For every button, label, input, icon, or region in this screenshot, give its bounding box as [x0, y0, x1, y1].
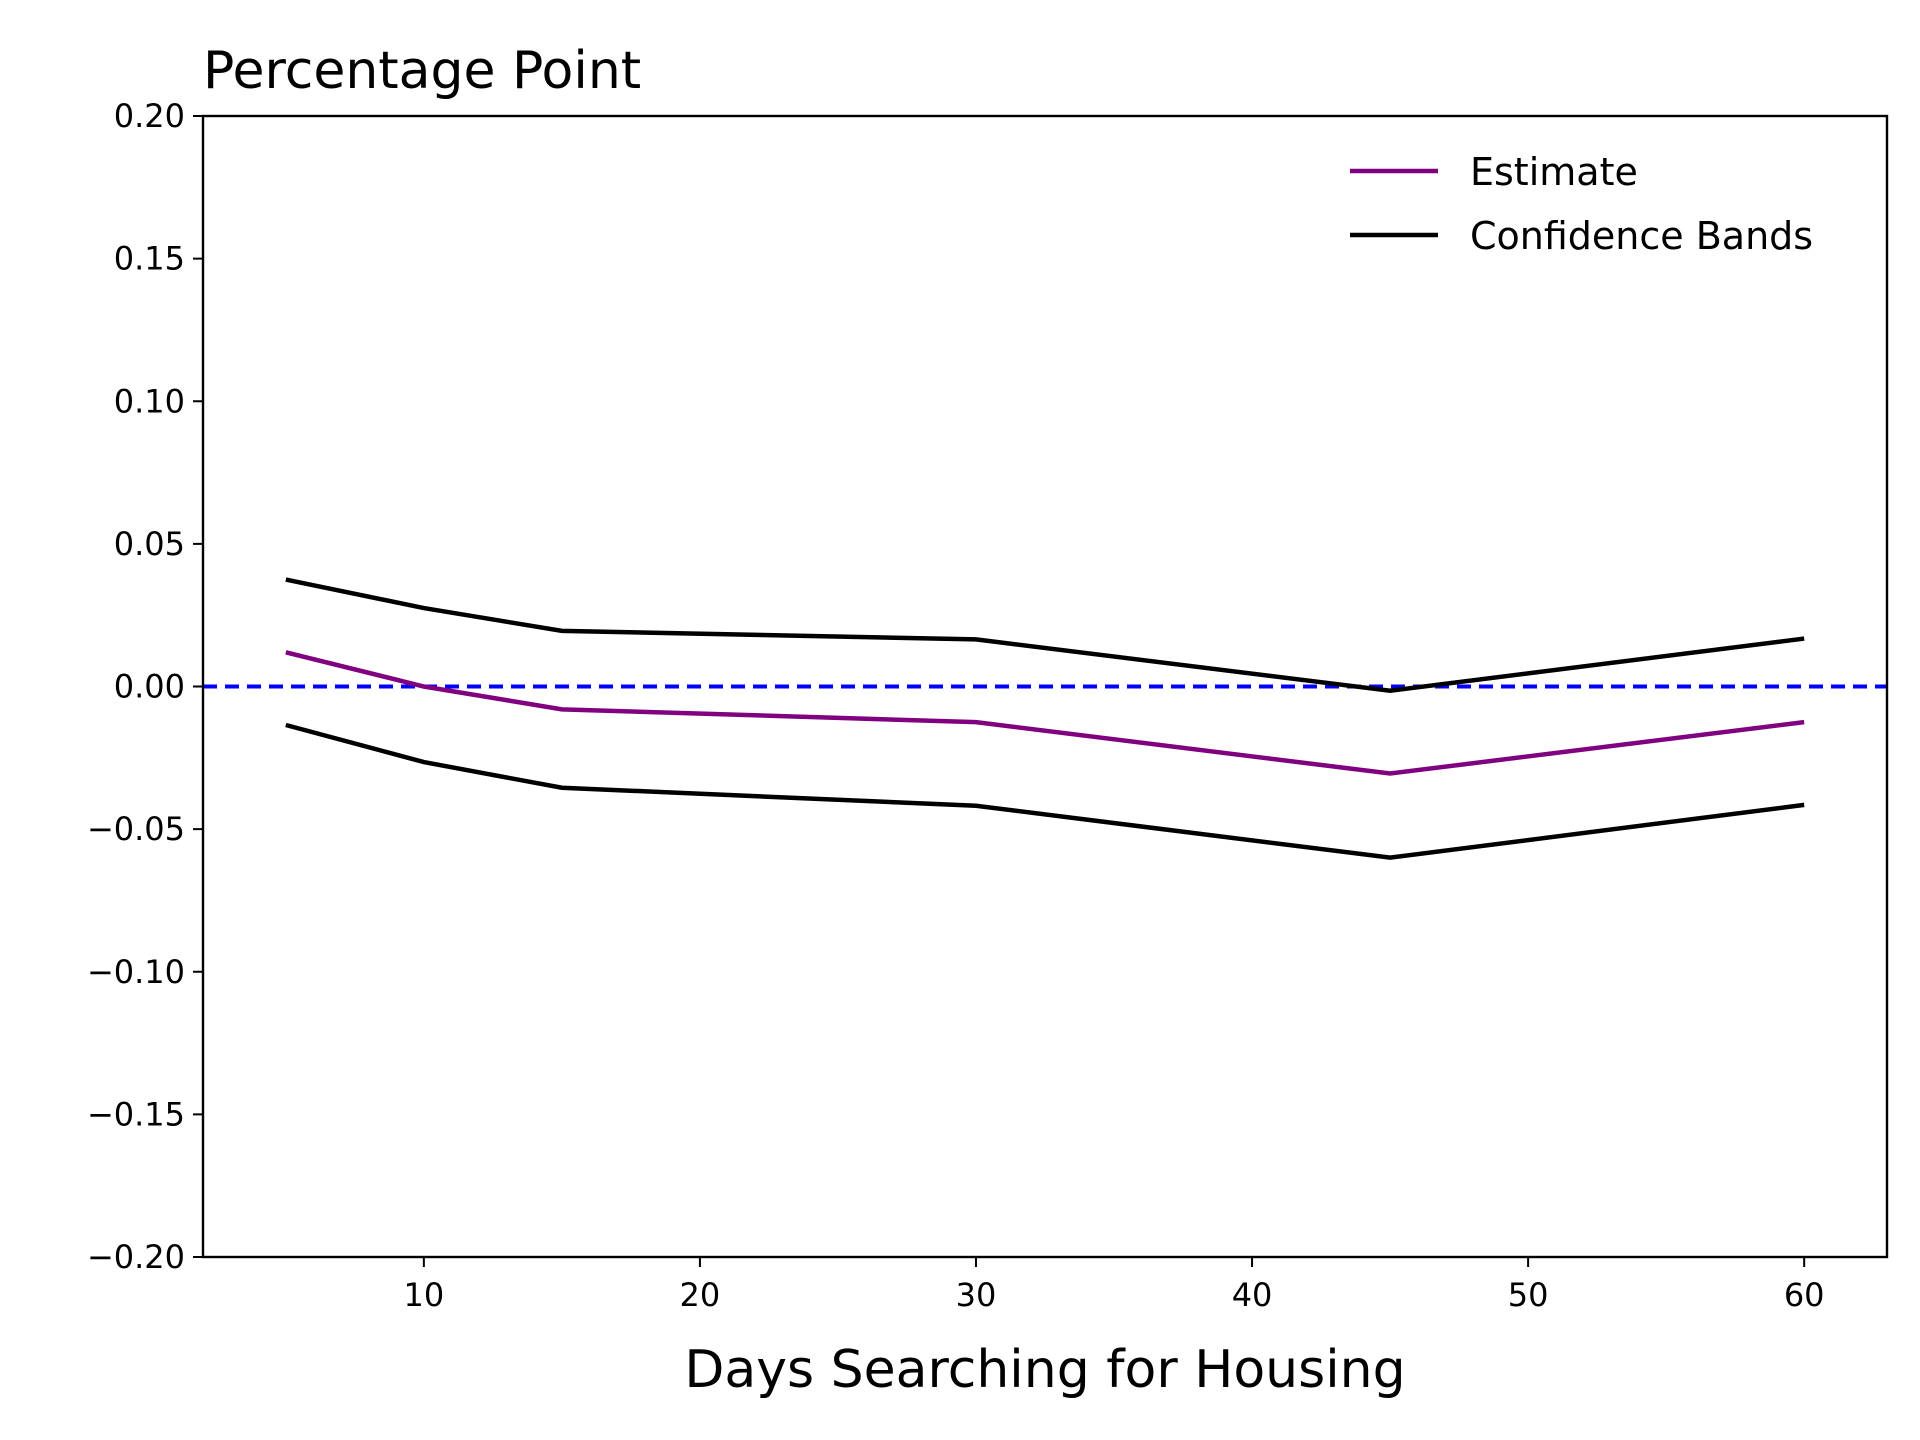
x-tick-label: 20: [680, 1276, 721, 1314]
x-tick-label: 60: [1784, 1276, 1825, 1314]
legend: Estimate Confidence Bands: [1350, 150, 1813, 258]
x-axis-title: Days Searching for Housing: [684, 1340, 1405, 1400]
y-tick-label: −0.10: [87, 953, 185, 991]
y-tick-label: 0.05: [114, 525, 185, 563]
y-tick-label: −0.20: [87, 1238, 185, 1276]
y-tick-label: 0.10: [114, 382, 185, 420]
x-tick-label: 40: [1232, 1276, 1273, 1314]
y-tick-label: 0.00: [114, 668, 185, 706]
x-tick-label: 10: [403, 1276, 444, 1314]
x-axis: 10 20 30 40 50 60: [403, 1257, 1825, 1314]
legend-label-confidence-bands: Confidence Bands: [1470, 214, 1813, 258]
y-tick-label: −0.05: [87, 810, 185, 848]
series-layer: [285, 577, 1805, 860]
lower-confidence-band-line: [285, 722, 1805, 860]
y-tick-label: 0.15: [114, 240, 185, 278]
x-tick-label: 30: [956, 1276, 997, 1314]
estimate-line: [285, 650, 1805, 776]
y-tick-label: −0.15: [87, 1095, 185, 1133]
legend-label-estimate: Estimate: [1470, 150, 1638, 194]
x-tick-label: 50: [1508, 1276, 1549, 1314]
y-axis: 0.20 0.15 0.10 0.05 0.00 −0.05 −0.10 −0.15 −0.20: [87, 97, 203, 1276]
y-axis-title: Percentage Point: [203, 41, 641, 101]
upper-confidence-band-line: [285, 577, 1805, 694]
y-tick-label: 0.20: [114, 97, 185, 135]
